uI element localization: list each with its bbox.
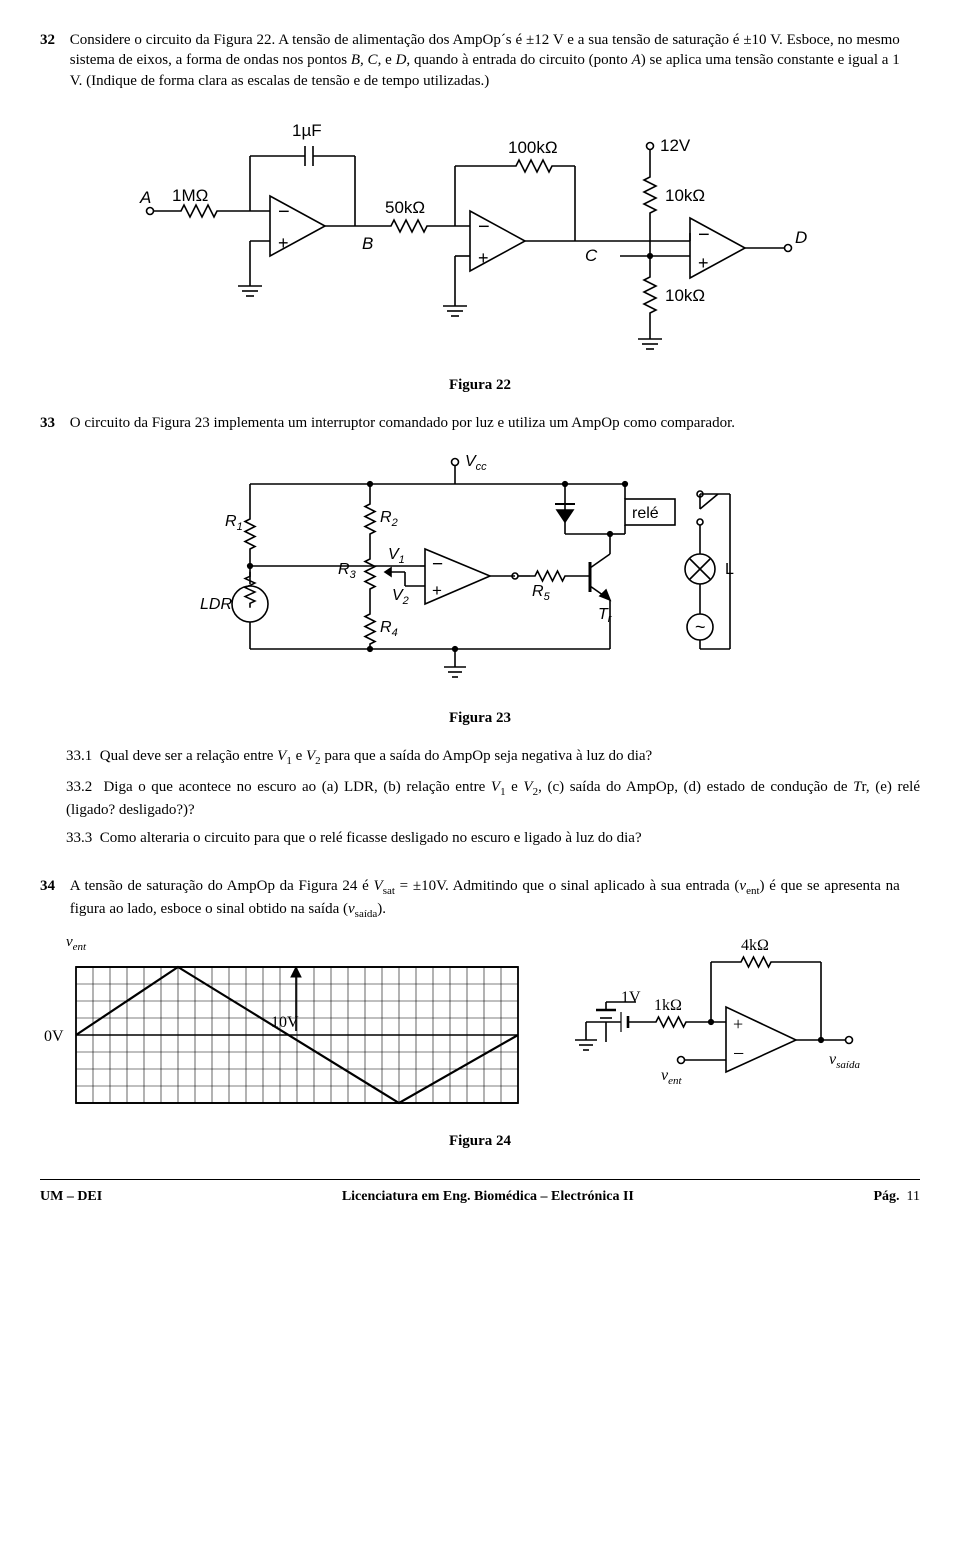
q34-body: A tensão de saturação do AmpOp da Figura… [70, 876, 900, 922]
svg-text:10kΩ: 10kΩ [665, 286, 705, 305]
footer-right: Pág. 11 [873, 1188, 920, 1207]
svg-text:A: A [139, 188, 151, 207]
svg-text:D: D [795, 228, 807, 247]
svg-text:R2: R2 [380, 509, 398, 529]
fig22-cap: Figura 22 [40, 375, 920, 395]
fig24-circuit: 4kΩ 1V 1kΩ vent [566, 932, 876, 1118]
svg-text:100kΩ: 100kΩ [508, 138, 558, 157]
svg-text:R4: R4 [380, 619, 398, 639]
svg-text:10V: 10V [271, 1014, 299, 1031]
svg-text:1MΩ: 1MΩ [172, 186, 208, 205]
svg-text:+: + [432, 581, 442, 600]
svg-text:V2: V2 [392, 587, 409, 607]
svg-text:R1: R1 [225, 513, 243, 533]
q33: 33 O circuito da Figura 23 implementa um… [40, 413, 920, 433]
svg-text:12V: 12V [660, 136, 691, 155]
svg-text:−: − [698, 224, 710, 246]
svg-text:−: − [478, 216, 490, 238]
fig24-wave: vent 0V 10V [66, 932, 536, 1123]
svg-text:LDR: LDR [200, 596, 232, 613]
svg-text:C: C [585, 246, 598, 265]
q34: 34 A tensão de saturação do AmpOp da Fig… [40, 876, 920, 922]
q33-2: 33.2 Diga o que acontece no escuro ao (a… [66, 777, 920, 820]
svg-text:~: ~ [695, 617, 706, 637]
svg-text:+: + [698, 253, 709, 273]
svg-text:+: + [478, 248, 489, 268]
svg-text:relé: relé [632, 505, 659, 522]
svg-text:V1: V1 [388, 546, 405, 566]
fig23-svg: Vcc R1 LDR R2 R3 R4 V1 V2 − + R5 [40, 444, 920, 700]
svg-text:+: + [733, 1014, 743, 1034]
svg-text:−: − [733, 1043, 744, 1065]
footer: UM – DEI Licenciatura em Eng. Biomédica … [40, 1188, 920, 1207]
footer-rule [40, 1179, 920, 1180]
svg-text:R5: R5 [532, 583, 551, 603]
svg-text:1kΩ: 1kΩ [654, 997, 682, 1014]
q33-3: 33.3 Como alteraria o circuito para que … [66, 828, 920, 848]
svg-text:−: − [432, 554, 443, 575]
q34-num: 34 [40, 876, 66, 896]
svg-text:50kΩ: 50kΩ [385, 198, 425, 217]
svg-text:1V: 1V [621, 989, 641, 1006]
q33-body: O circuito da Figura 23 implementa um in… [70, 413, 900, 433]
footer-left: UM – DEI [40, 1188, 102, 1207]
q33-1: 33.1 Qual deve ser a relação entre V1 e … [66, 746, 920, 769]
svg-text:+: + [278, 233, 289, 253]
svg-text:vsaída: vsaída [829, 1051, 860, 1071]
svg-text:1µF: 1µF [292, 121, 322, 140]
fig22-svg: A 1MΩ − + 1µF B 50kΩ − + 100kΩ C 12V 10k… [40, 101, 920, 367]
svg-text:4kΩ: 4kΩ [741, 937, 769, 954]
svg-text:−: − [278, 201, 290, 223]
svg-text:R3: R3 [338, 561, 357, 581]
svg-text:10kΩ: 10kΩ [665, 186, 705, 205]
svg-text:0V: 0V [44, 1028, 64, 1045]
q32: 32 Considere o circuito da Figura 22. A … [40, 30, 920, 91]
svg-text:vent: vent [661, 1067, 682, 1087]
fig24-row: vent 0V 10V [66, 932, 920, 1123]
fig24-cap: Figura 24 [40, 1131, 920, 1151]
q33-num: 33 [40, 413, 66, 433]
q32-body: Considere o circuito da Figura 22. A ten… [70, 30, 900, 91]
footer-mid: Licenciatura em Eng. Biomédica – Electró… [342, 1188, 634, 1207]
svg-text:Vcc: Vcc [465, 453, 487, 473]
fig23-cap: Figura 23 [40, 708, 920, 728]
q32-num: 32 [40, 30, 66, 50]
svg-text:B: B [362, 234, 373, 253]
